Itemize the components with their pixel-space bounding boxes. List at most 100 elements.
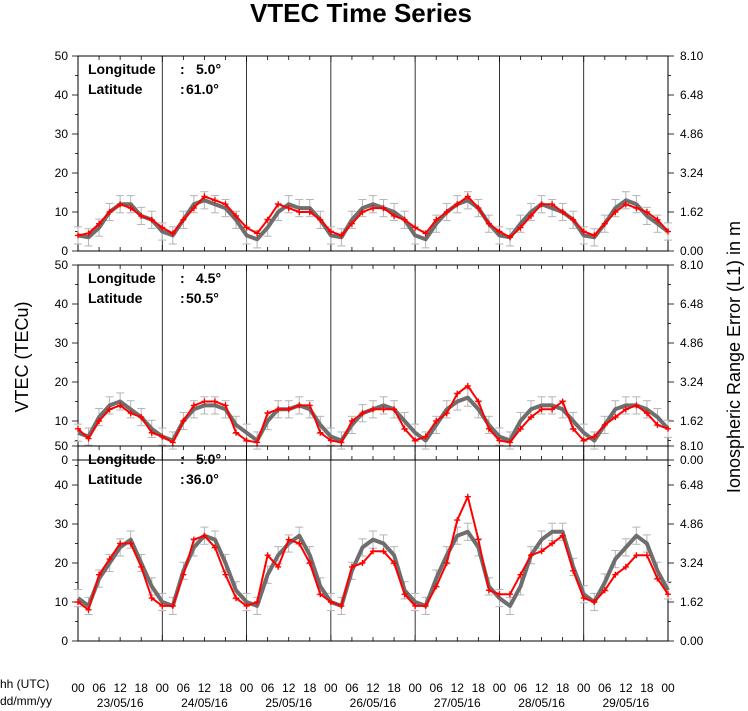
- y-tick-label: 20: [55, 556, 69, 570]
- x-date-label: 23/05/16: [97, 696, 144, 710]
- measured-point: [454, 390, 461, 397]
- y-tick-label-right: 4.86: [680, 517, 704, 531]
- measured-point: [106, 556, 113, 563]
- y-tick-label: 30: [55, 517, 69, 531]
- x-date-label: 24/05/16: [181, 696, 228, 710]
- measured-point: [454, 201, 461, 208]
- measured-point: [159, 224, 166, 231]
- y-tick-label-right: 8.10: [680, 439, 704, 453]
- measured-point: [622, 563, 629, 570]
- y-tick-label-right: 3.24: [680, 166, 704, 180]
- measured-point: [464, 382, 471, 389]
- measured-point: [180, 216, 187, 223]
- measured-point: [317, 216, 324, 223]
- measured-point: [127, 205, 134, 212]
- latitude-value: 50.5°: [186, 290, 219, 306]
- measured-point: [601, 220, 608, 227]
- x-hour-label: 18: [135, 681, 149, 695]
- panel-1: 0 0.00 10 1.62 20 3.24 30 4.86 40 6.48 50 8.10 Longi…: [55, 49, 704, 258]
- longitude-label: Longitude: [88, 270, 156, 286]
- longitude-colon: :: [180, 451, 185, 467]
- y-tick-label-right: 1.62: [680, 595, 704, 609]
- measured-point: [506, 234, 513, 241]
- measured-point: [559, 209, 566, 215]
- measured-point: [485, 220, 492, 227]
- measured-point: [85, 435, 92, 442]
- measured-point: [559, 532, 566, 539]
- measured-point: [475, 536, 482, 543]
- measured-point: [233, 212, 240, 219]
- measured-point: [380, 548, 387, 555]
- measured-point: [190, 536, 197, 543]
- measured-point: [254, 439, 261, 446]
- measured-point: [464, 493, 471, 500]
- measured-point: [296, 209, 303, 215]
- measured-point: [201, 193, 208, 200]
- measured-point: [433, 583, 440, 590]
- measured-point: [106, 209, 113, 215]
- measured-point: [612, 414, 619, 421]
- x-dates-caption: dd/mm/yy: [0, 694, 52, 708]
- x-hour-label: 12: [619, 681, 633, 695]
- measured-point: [517, 224, 524, 231]
- x-hour-label: 18: [640, 681, 654, 695]
- x-hour-label: 06: [598, 681, 612, 695]
- measured-point: [233, 429, 240, 436]
- measured-point: [233, 595, 240, 602]
- x-hour-label: 18: [472, 681, 486, 695]
- y-tick-label: 20: [55, 375, 69, 389]
- y-tick-label-right: 8.10: [680, 49, 704, 63]
- measured-point: [148, 429, 155, 436]
- measured-point: [443, 209, 450, 215]
- measured-point: [117, 540, 124, 547]
- measured-point: [96, 571, 103, 578]
- y-axis-label-left: VTEC (TECu): [12, 301, 32, 412]
- measured-point: [665, 425, 671, 432]
- measured-point: [443, 410, 450, 417]
- measured-point: [169, 602, 176, 609]
- measured-point: [317, 429, 324, 436]
- measured-point: [338, 439, 345, 446]
- x-hour-label: 06: [92, 681, 106, 695]
- latitude-value: 61.0°: [186, 81, 219, 97]
- measured-point: [422, 602, 429, 609]
- measured-point: [243, 224, 250, 231]
- x-hour-label: 06: [514, 681, 528, 695]
- y-tick-label-right: 6.48: [680, 478, 704, 492]
- measured-point: [148, 595, 155, 602]
- measured-point: [148, 216, 155, 223]
- longitude-value: 5.0°: [196, 451, 221, 467]
- measured-point: [633, 205, 640, 212]
- y-tick-label: 50: [55, 439, 69, 453]
- measured-point: [370, 548, 376, 555]
- measured-point: [517, 571, 524, 578]
- measured-point: [327, 599, 334, 605]
- panel-3: 0 0.00 10 1.62 20 3.24 30 4.86 40 6.48 50 8.10 Longi…: [55, 439, 704, 648]
- x-hour-label: 06: [345, 681, 359, 695]
- measured-point: [485, 587, 492, 594]
- measured-point: [496, 228, 503, 235]
- measured-point: [85, 606, 92, 613]
- x-hour-label: 12: [198, 681, 212, 695]
- measured-point: [622, 406, 629, 413]
- measured-point: [654, 216, 661, 223]
- measured-point: [570, 216, 577, 223]
- measured-point: [117, 201, 124, 208]
- measured-point: [275, 563, 282, 570]
- measured-point: [601, 421, 608, 428]
- y-tick-label: 10: [55, 595, 69, 609]
- measured-point: [443, 560, 450, 566]
- y-tick-label: 30: [55, 127, 69, 141]
- y-tick-label-right: 1.62: [680, 414, 704, 428]
- measured-point: [380, 406, 387, 413]
- measured-point: [412, 602, 419, 609]
- chart-title: VTEC Time Series: [250, 0, 472, 28]
- y-tick-label: 0: [61, 453, 68, 467]
- measured-point: [665, 591, 671, 598]
- measured-point: [412, 437, 419, 444]
- measured-point: [654, 575, 661, 582]
- measured-point: [254, 230, 261, 237]
- measured-point: [85, 230, 92, 237]
- measured-point: [201, 398, 208, 405]
- x-hour-label: 00: [408, 681, 422, 695]
